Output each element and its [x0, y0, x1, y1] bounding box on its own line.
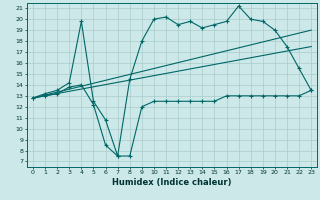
X-axis label: Humidex (Indice chaleur): Humidex (Indice chaleur) — [112, 178, 232, 187]
